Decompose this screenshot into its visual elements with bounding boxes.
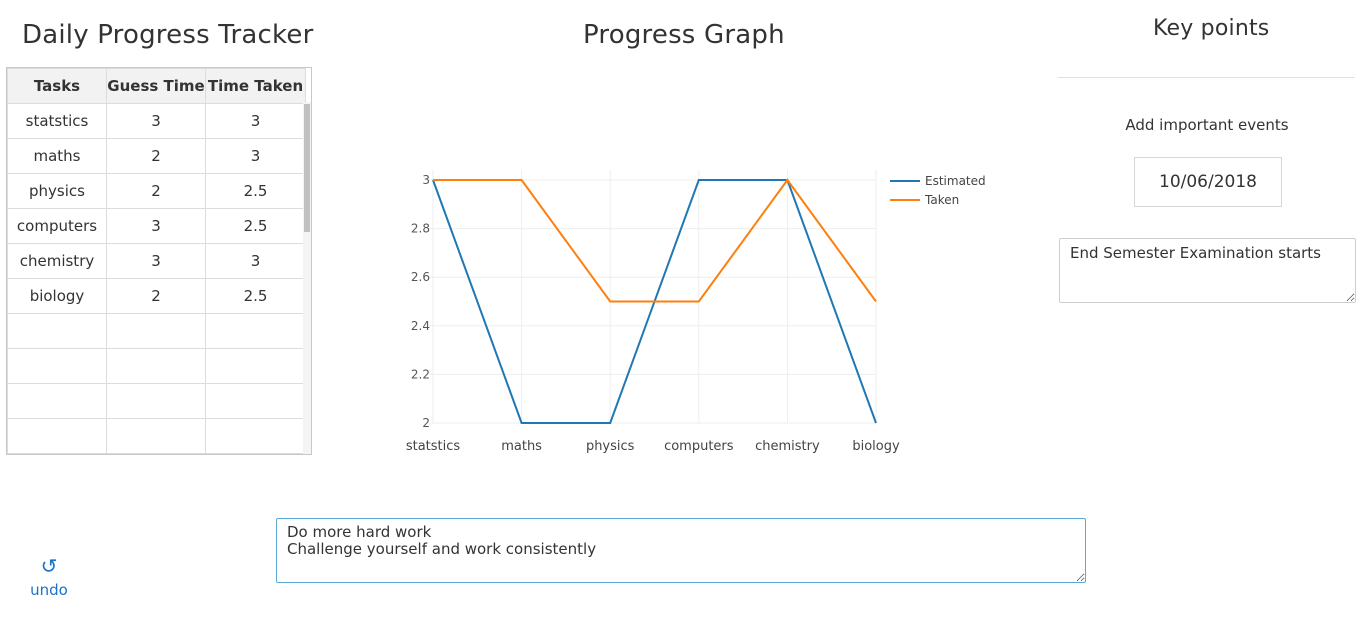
table-cell[interactable] bbox=[7, 383, 107, 419]
table-cell[interactable]: 2 bbox=[106, 173, 206, 209]
table-cell[interactable] bbox=[106, 348, 206, 384]
chart-legend[interactable]: Estimated Taken bbox=[890, 174, 986, 207]
chart-grid bbox=[429, 170, 877, 424]
x-tick-label: biology bbox=[852, 439, 900, 454]
tracker-table-container[interactable]: Tasks Guess Time Time Taken statstics 3 … bbox=[6, 67, 312, 455]
table-cell[interactable] bbox=[106, 418, 206, 454]
table-cell[interactable]: 2.5 bbox=[205, 278, 306, 314]
y-tick-label: 2 bbox=[422, 416, 430, 430]
table-cell[interactable] bbox=[7, 418, 107, 454]
table-cell[interactable]: maths bbox=[7, 138, 107, 174]
legend-label-taken: Taken bbox=[924, 193, 959, 207]
table-row: physics 2 2.5 bbox=[7, 173, 306, 209]
series-line-taken bbox=[433, 178, 877, 303]
x-axis-ticks: statstics maths physics computers chemistry b… bbox=[406, 439, 900, 454]
table-cell[interactable]: statstics bbox=[7, 103, 107, 139]
y-tick-label: 2.8 bbox=[411, 222, 430, 236]
table-scrollbar-track[interactable] bbox=[303, 102, 311, 454]
column-header-tasks[interactable]: Tasks bbox=[7, 68, 107, 104]
table-row bbox=[7, 383, 306, 419]
table-cell[interactable]: 3 bbox=[205, 138, 306, 174]
table-cell[interactable] bbox=[205, 313, 306, 349]
tracker-table: Tasks Guess Time Time Taken statstics 3 … bbox=[7, 68, 306, 454]
table-cell[interactable]: biology bbox=[7, 278, 107, 314]
table-cell[interactable] bbox=[7, 313, 107, 349]
column-header-time-taken[interactable]: Time Taken bbox=[205, 68, 306, 104]
table-cell[interactable] bbox=[205, 418, 306, 454]
table-cell[interactable] bbox=[106, 383, 206, 419]
key-points-divider bbox=[1058, 77, 1355, 78]
table-cell[interactable] bbox=[106, 313, 206, 349]
undo-icon: ↺ bbox=[40, 554, 58, 578]
table-cell[interactable] bbox=[205, 348, 306, 384]
table-row: statstics 3 3 bbox=[7, 103, 306, 139]
graph-title: Progress Graph bbox=[583, 20, 785, 50]
table-row bbox=[7, 418, 306, 454]
table-cell[interactable]: computers bbox=[7, 208, 107, 244]
y-axis-ticks: 2 2.2 2.4 2.6 2.8 3 bbox=[411, 173, 430, 430]
y-tick-label: 2.2 bbox=[411, 367, 430, 381]
table-cell[interactable]: 3 bbox=[106, 243, 206, 279]
x-tick-label: maths bbox=[501, 439, 542, 454]
table-cell[interactable]: 2.5 bbox=[205, 173, 306, 209]
add-events-label: Add important events bbox=[1125, 116, 1289, 134]
x-tick-label: statstics bbox=[406, 439, 461, 454]
undo-button[interactable]: ↺ undo bbox=[22, 555, 76, 599]
event-description-textarea[interactable]: End Semester Examination starts bbox=[1059, 238, 1356, 303]
table-cell[interactable]: 2 bbox=[106, 278, 206, 314]
table-row bbox=[7, 313, 306, 349]
chart-series bbox=[432, 178, 877, 424]
y-tick-label: 2.6 bbox=[411, 270, 430, 284]
key-points-title: Key points bbox=[1153, 16, 1270, 41]
table-row bbox=[7, 348, 306, 384]
y-tick-label: 3 bbox=[422, 173, 430, 187]
table-row: computers 3 2.5 bbox=[7, 208, 306, 244]
table-cell[interactable]: physics bbox=[7, 173, 107, 209]
table-cell[interactable]: 3 bbox=[205, 243, 306, 279]
notes-textarea[interactable]: Do more hard work Challenge yourself and… bbox=[276, 518, 1086, 583]
legend-label-estimated: Estimated bbox=[925, 174, 986, 188]
table-scrollbar-thumb[interactable] bbox=[304, 104, 310, 232]
x-tick-label: physics bbox=[586, 439, 635, 454]
column-header-guess-time[interactable]: Guess Time bbox=[106, 68, 206, 104]
y-tick-label: 2.4 bbox=[411, 319, 430, 333]
table-cell[interactable]: 3 bbox=[106, 208, 206, 244]
table-cell[interactable]: 3 bbox=[106, 103, 206, 139]
table-row: biology 2 2.5 bbox=[7, 278, 306, 314]
tracker-title: Daily Progress Tracker bbox=[22, 20, 314, 50]
table-cell[interactable]: 2.5 bbox=[205, 208, 306, 244]
table-header-row: Tasks Guess Time Time Taken bbox=[7, 68, 306, 104]
x-tick-label: computers bbox=[664, 439, 734, 454]
table-cell[interactable]: 3 bbox=[205, 103, 306, 139]
progress-line-chart: 2 2.2 2.4 2.6 2.8 3 statstics maths physics comp… bbox=[406, 170, 986, 454]
table-cell[interactable]: 2 bbox=[106, 138, 206, 174]
x-tick-label: chemistry bbox=[755, 439, 820, 454]
table-cell[interactable] bbox=[205, 383, 306, 419]
table-row: chemistry 3 3 bbox=[7, 243, 306, 279]
undo-label: undo bbox=[30, 581, 68, 599]
table-cell[interactable]: chemistry bbox=[7, 243, 107, 279]
event-date-input[interactable] bbox=[1134, 157, 1282, 207]
table-cell[interactable] bbox=[7, 348, 107, 384]
table-row: maths 2 3 bbox=[7, 138, 306, 174]
